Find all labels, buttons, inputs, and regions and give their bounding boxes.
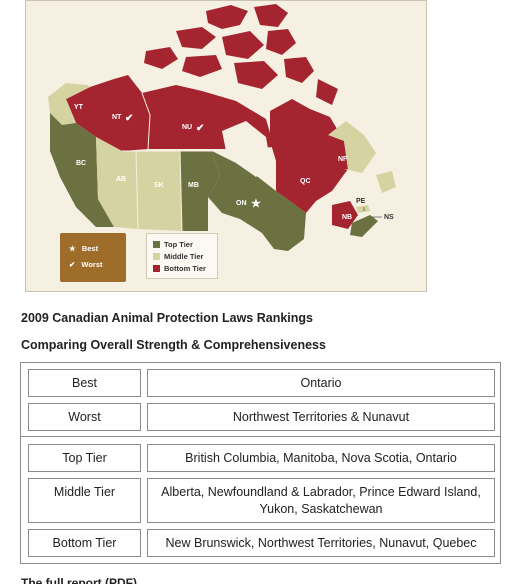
label-nb: NB — [342, 214, 352, 221]
province-nb — [332, 201, 358, 229]
legend-middle-label: Middle Tier — [164, 252, 204, 261]
province-qc — [270, 99, 348, 213]
row-middle-tier-value: Alberta, Newfoundland & Labrador, Prince… — [147, 478, 495, 523]
legend-middle-swatch — [153, 253, 160, 260]
label-ns: NS — [384, 214, 394, 221]
row-bottom-tier-value: New Brunswick, Northwest Territories, Nu… — [147, 529, 495, 557]
province-nt — [66, 75, 150, 151]
label-nu: NU — [182, 124, 192, 131]
province-ns — [350, 215, 378, 237]
canada-map-svg: YT NT ✔ NU ✔ BC AB SK MB ON ★ QC NF NB P… — [48, 4, 396, 251]
legend-bottom-tier: Bottom Tier — [153, 264, 206, 273]
label-ab: AB — [116, 176, 126, 183]
province-sk — [136, 151, 182, 231]
province-yt — [48, 83, 90, 125]
arctic-islands — [144, 4, 338, 105]
label-pe: PE — [356, 198, 366, 205]
worst-mark-nt: ✔ — [125, 113, 133, 124]
page-subtitle: Comparing Overall Strength & Comprehensi… — [21, 338, 326, 352]
checkmark-icon: ✔ — [69, 260, 76, 269]
report-link[interactable]: The full report (PDF) — [21, 577, 137, 584]
label-on: ON — [236, 200, 247, 207]
label-mb: MB — [188, 182, 199, 189]
province-mb — [180, 151, 220, 231]
page-title: 2009 Canadian Animal Protection Laws Ran… — [21, 311, 313, 325]
key-best: ★ Best — [69, 244, 98, 253]
legend-top-swatch — [153, 241, 160, 248]
row-best-label: Best — [28, 369, 141, 397]
label-yt: YT — [74, 104, 84, 111]
key-best-label: Best — [81, 244, 99, 253]
worst-mark-nu: ✔ — [196, 123, 204, 134]
row-best-value: Ontario — [147, 369, 495, 397]
key-worst: ✔ Worst — [69, 260, 103, 269]
label-qc: QC — [300, 178, 311, 185]
star-icon: ★ — [69, 244, 76, 253]
label-bc: BC — [76, 160, 86, 167]
row-worst-label: Worst — [28, 403, 141, 431]
legend-bottom-swatch — [153, 265, 160, 272]
legend-middle-tier: Middle Tier — [153, 252, 203, 261]
rankings-table: Best Ontario Worst Northwest Territories… — [20, 362, 501, 564]
row-middle-tier-label: Middle Tier — [28, 478, 141, 523]
province-borders — [122, 92, 216, 232]
province-pe — [356, 205, 370, 213]
province-bc — [50, 113, 114, 227]
label-nf: NF — [338, 156, 348, 163]
map-key-box: ★ Best ✔ Worst — [60, 233, 126, 282]
canada-map: YT NT ✔ NU ✔ BC AB SK MB ON ★ QC NF NB P… — [25, 0, 427, 292]
legend-top-label: Top Tier — [164, 240, 193, 249]
row-top-tier-value: British Columbia, Manitoba, Nova Scotia,… — [147, 444, 495, 472]
province-nf-island — [376, 171, 396, 193]
province-on — [208, 151, 306, 251]
label-nt: NT — [112, 114, 122, 121]
row-top-tier-label: Top Tier — [28, 444, 141, 472]
province-nf — [328, 121, 376, 173]
row-bottom-tier-label: Bottom Tier — [28, 529, 141, 557]
hudson-bay — [222, 121, 270, 177]
legend-top-tier: Top Tier — [153, 240, 193, 249]
province-ab — [96, 137, 138, 229]
row-worst-value: Northwest Territories & Nunavut — [147, 403, 495, 431]
best-mark-on: ★ — [251, 198, 261, 210]
table-divider — [21, 436, 500, 437]
map-legend: Top Tier Middle Tier Bottom Tier — [146, 233, 218, 279]
label-sk: SK — [154, 182, 164, 189]
key-worst-label: Worst — [81, 260, 103, 269]
legend-bottom-label: Bottom Tier — [164, 264, 206, 273]
